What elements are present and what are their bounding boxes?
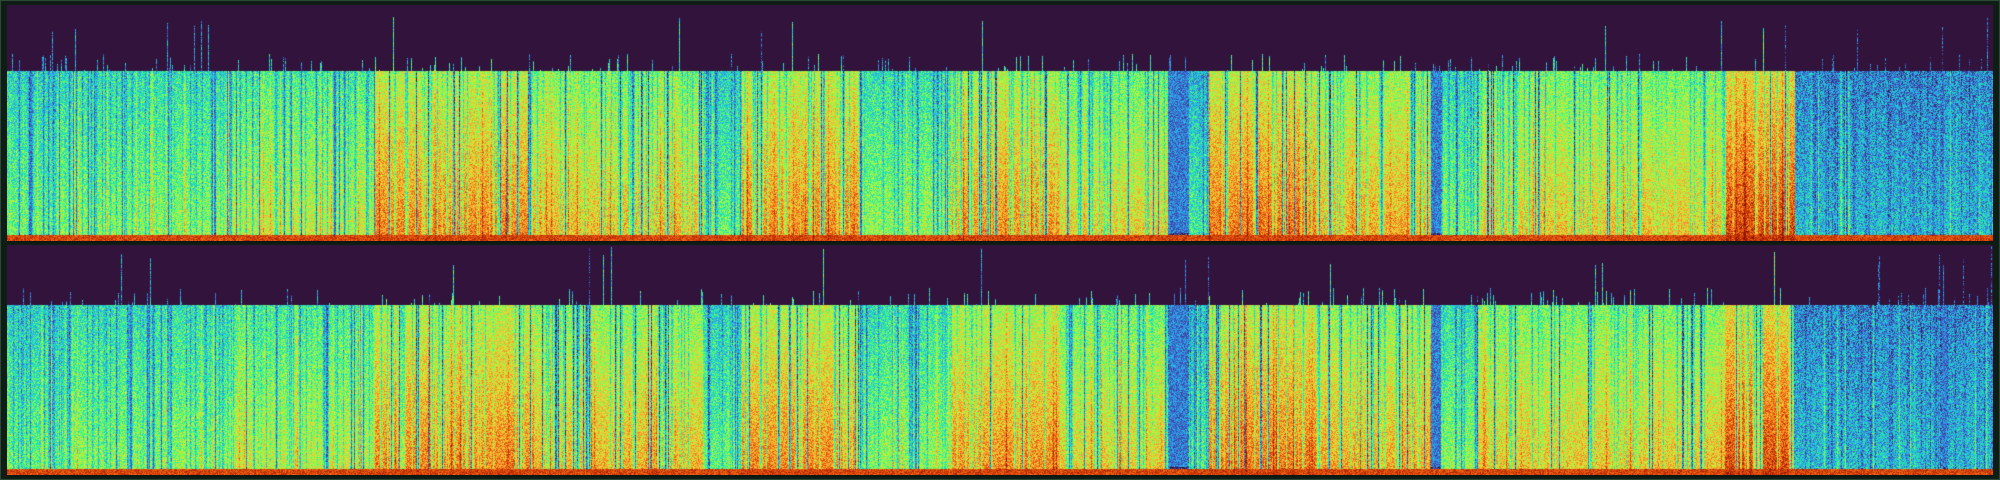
spectrogram-channel-1[interactable] [7,5,1993,243]
spectrogram-channel-2[interactable] [7,245,1993,477]
spectrogram-canvas-channel-1[interactable] [7,5,1993,241]
spectrogram-canvas-channel-2[interactable] [7,245,1993,475]
